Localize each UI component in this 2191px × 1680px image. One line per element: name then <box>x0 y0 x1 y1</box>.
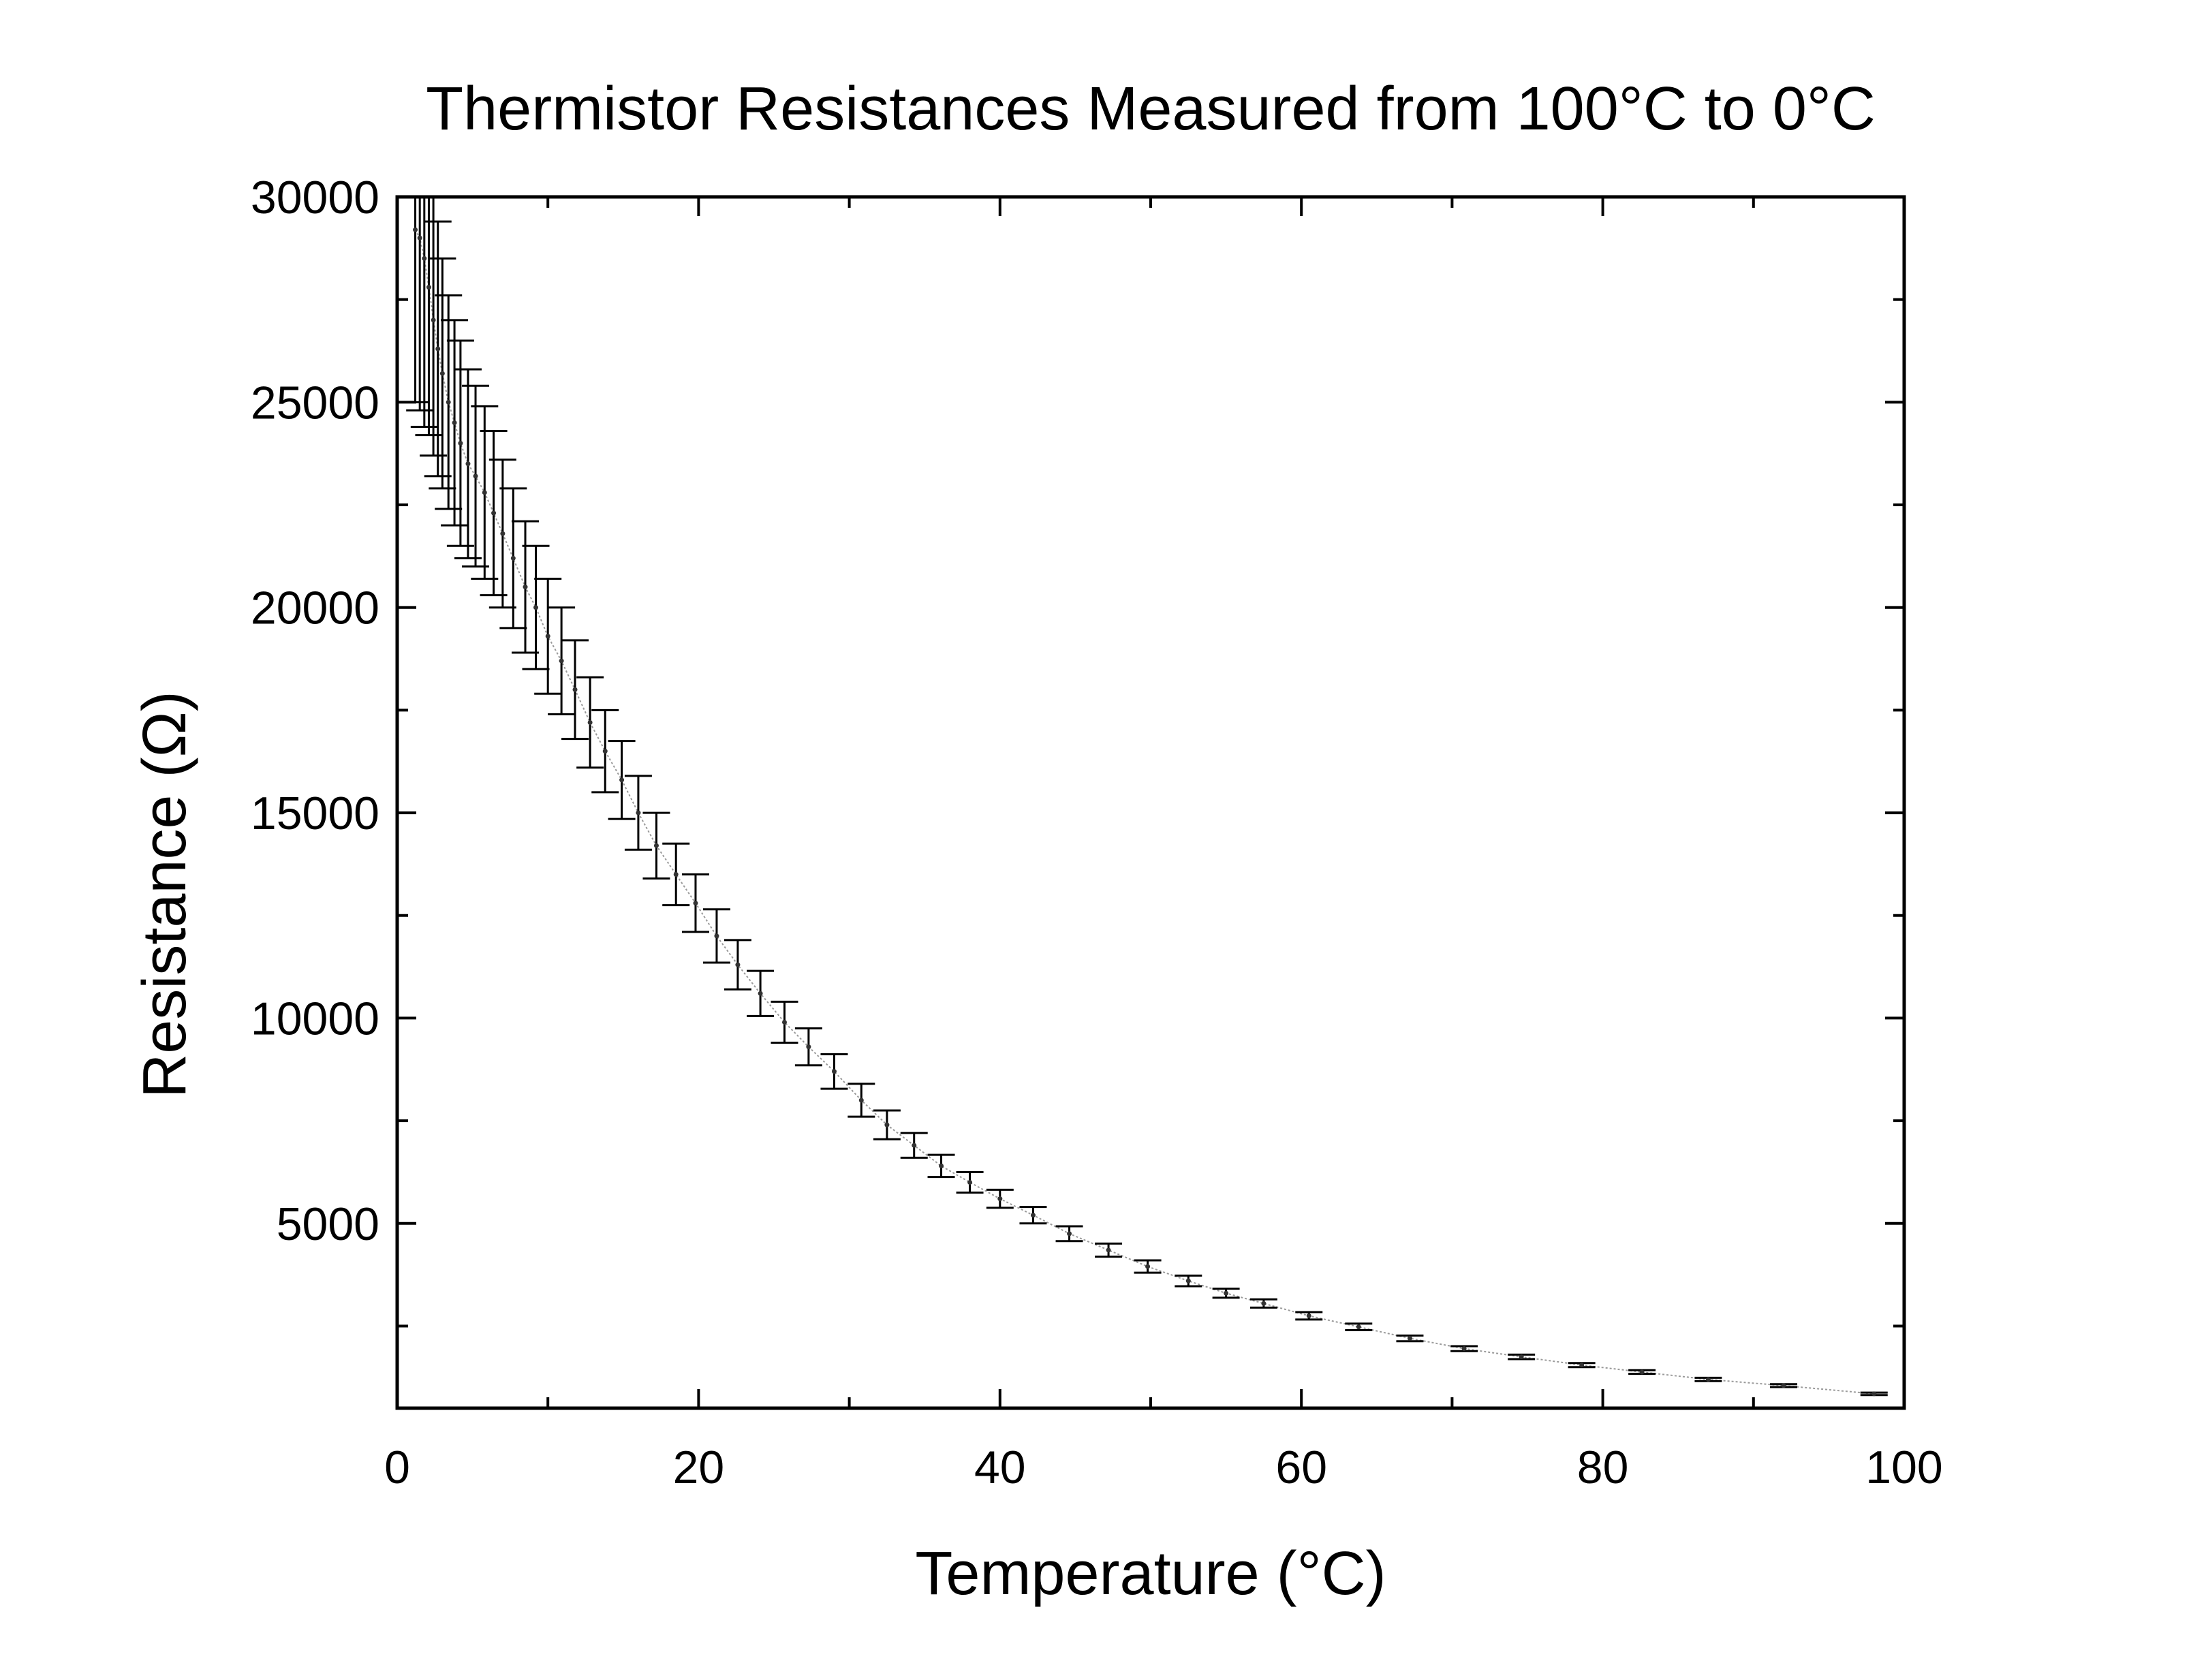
data-point <box>1356 1324 1361 1330</box>
data-point <box>523 585 528 590</box>
data-point <box>1781 1383 1786 1388</box>
data-point <box>417 235 422 240</box>
data-point <box>1871 1391 1877 1397</box>
data-point <box>1067 1231 1072 1236</box>
data-point <box>997 1196 1003 1202</box>
data-point <box>806 1044 811 1050</box>
y-tick-label: 15000 <box>251 788 379 839</box>
chart-title: Thermistor Resistances Measured from 100… <box>426 75 1876 143</box>
y-tick-label: 30000 <box>251 172 379 223</box>
data-point <box>884 1122 890 1127</box>
data-point <box>1306 1313 1311 1318</box>
data-point <box>510 555 516 561</box>
data-point <box>1030 1213 1036 1218</box>
x-axis-label: Temperature (°C) <box>915 1540 1386 1608</box>
data-point <box>673 871 679 877</box>
x-tick-label: 40 <box>974 1442 1026 1493</box>
plot-frame <box>395 195 1906 1410</box>
data-point <box>439 371 445 376</box>
data-point <box>413 227 418 232</box>
data-point <box>435 346 441 352</box>
data-point <box>1519 1354 1524 1360</box>
x-tick-label: 20 <box>673 1442 725 1493</box>
data-point <box>912 1142 917 1148</box>
y-tick-label: 25000 <box>251 377 379 429</box>
data-point <box>1461 1346 1467 1352</box>
data-point <box>426 285 431 290</box>
data-point <box>446 399 451 405</box>
data-point <box>491 510 497 516</box>
data-point <box>714 933 719 939</box>
data-point <box>967 1180 973 1185</box>
data-point <box>636 810 641 815</box>
data-point <box>587 719 593 725</box>
data-point <box>1106 1247 1111 1253</box>
data-point <box>458 441 463 446</box>
data-point <box>545 634 550 639</box>
x-tick-label: 60 <box>1275 1442 1327 1493</box>
fit-curve-line <box>414 229 1874 1395</box>
data-point <box>500 531 506 536</box>
data-point <box>758 991 763 996</box>
data-point <box>781 1019 787 1025</box>
data-point <box>693 901 698 906</box>
data-point <box>473 473 478 479</box>
data-point <box>572 687 578 692</box>
data-point <box>858 1098 864 1103</box>
y-tick-label: 10000 <box>251 993 379 1044</box>
y-tick-label: 5000 <box>277 1198 379 1250</box>
data-point <box>1579 1363 1585 1368</box>
data-point <box>533 605 539 610</box>
data-point <box>653 843 659 848</box>
data-point <box>452 420 457 425</box>
data-point <box>1145 1264 1151 1269</box>
data-point <box>431 317 436 323</box>
data-point <box>831 1069 837 1074</box>
x-tick-label: 100 <box>1865 1442 1942 1493</box>
data-point <box>422 255 427 261</box>
data-point <box>1261 1301 1267 1306</box>
x-tick-label: 80 <box>1577 1442 1629 1493</box>
data-point <box>482 490 487 495</box>
data-point <box>1407 1336 1412 1341</box>
data-point <box>1185 1278 1191 1284</box>
data-point <box>602 749 608 754</box>
data-point <box>465 461 471 467</box>
plot-area: 0 20 40 60 80 100 5000 10000 15000 20000 25000 3000… <box>251 172 1943 1493</box>
data-point <box>559 658 564 664</box>
x-tick-label: 0 <box>384 1442 410 1493</box>
data-point <box>619 777 625 783</box>
data-point <box>735 962 741 967</box>
y-axis-label: Resistance (Ω) <box>131 691 199 1098</box>
y-tick-label: 20000 <box>251 582 379 634</box>
data-point <box>1224 1290 1229 1296</box>
data-point <box>939 1163 944 1168</box>
data-point <box>1705 1377 1711 1382</box>
data-point <box>1639 1369 1645 1375</box>
